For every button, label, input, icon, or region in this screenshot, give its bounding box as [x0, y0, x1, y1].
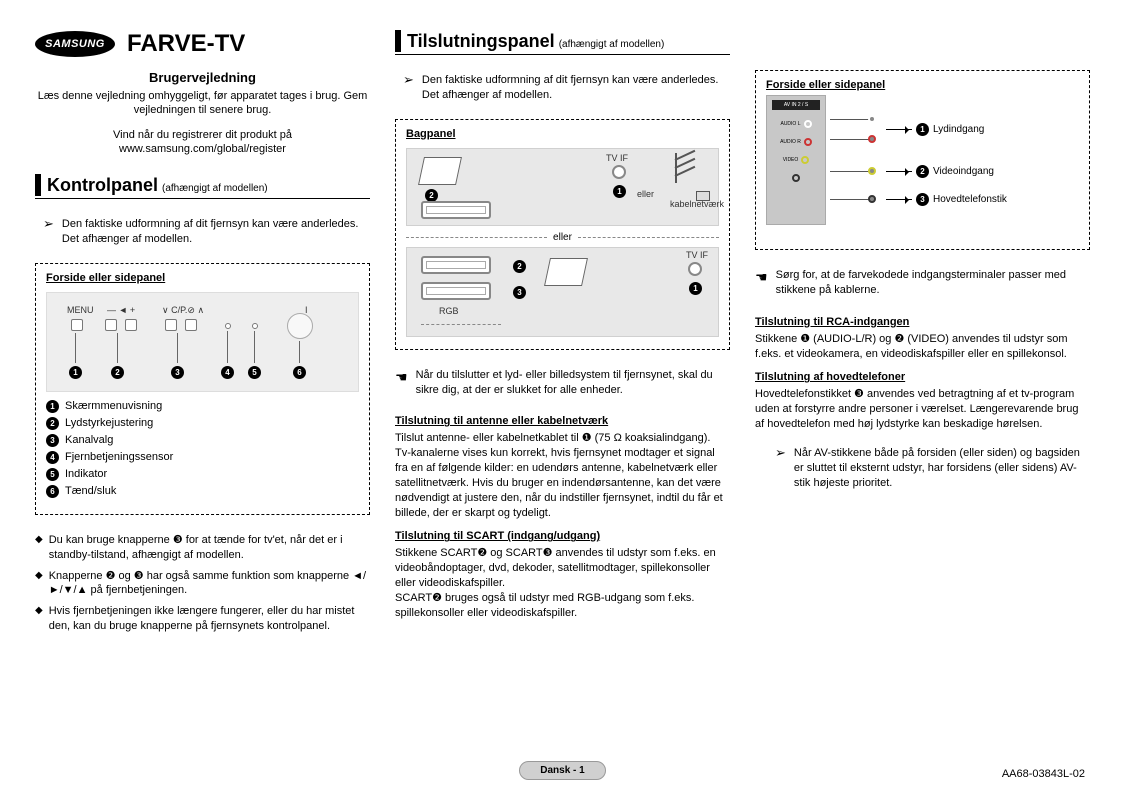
- hand-icon: ☚: [395, 368, 408, 398]
- main-title: FARVE-TV: [127, 30, 245, 58]
- kb-1: Du kan bruge knapperne ❸ for at tænde fo…: [49, 533, 370, 563]
- tilslut-head: Tilslutningspanel (afhængigt af modellen…: [395, 30, 730, 55]
- diamond-icon: ◆: [35, 569, 43, 599]
- tilslut-h2: Tilslutning til SCART (indgang/udgang): [395, 530, 730, 542]
- tilslut-p1b: Tv-kanalerne vises kun korrekt, hvis fje…: [395, 446, 730, 520]
- ctrl-item-2: Lydstyrkejustering: [65, 417, 153, 429]
- part-number: AA68-03843L-02: [1002, 768, 1085, 780]
- eller-label-1: eller: [637, 189, 654, 199]
- intro-2b: www.samsung.com/global/register: [119, 143, 286, 155]
- cp-label-menu: MENU: [67, 305, 94, 315]
- ctrl-item-4: Fjernbetjeningssensor: [65, 451, 173, 463]
- column-right: Forside eller sidepanel AV IN 2 / S AUDI…: [755, 30, 1090, 710]
- back-panel-diagram-1: 2 TV IF 1 eller kabelnetværk: [406, 148, 719, 226]
- right-final-text: Når AV-stikkene både på forsiden (eller …: [794, 446, 1090, 491]
- side-panel-title: Forside eller sidepanel: [766, 79, 1079, 91]
- diamond-icon: ◆: [35, 533, 43, 563]
- ctrl-item-6: Tænd/sluk: [65, 485, 116, 497]
- tilslut-p2b: SCART❷ bruges også til udstyr med RGB-ud…: [395, 591, 730, 621]
- tilslut-sub: (afhængigt af modellen): [559, 39, 665, 52]
- hand-icon: ☚: [755, 268, 768, 298]
- diamond-icon: ◆: [35, 604, 43, 634]
- tvif-label-2: TV IF: [686, 250, 708, 260]
- right-h2: Tilslutning af hovedtelefoner: [755, 371, 1090, 383]
- intro-text-1: Læs denne vejledning omhyggeligt, før ap…: [35, 89, 370, 118]
- tilslut-h1: Tilslutning til antenne eller kabelnetvæ…: [395, 415, 730, 427]
- arrow-icon: ➢: [403, 73, 414, 103]
- side-panel-box: Forside eller sidepanel AV IN 2 / S AUDI…: [755, 70, 1090, 250]
- kb-2: Knapperne ❷ og ❸ har også samme funktion…: [49, 569, 370, 599]
- logo-row: FARVE-TV: [35, 30, 370, 58]
- right-p2: Hovedtelefonstikket ❸ anvendes ved betra…: [755, 387, 1090, 432]
- right-hand-text: Sørg for, at de farvekodede indgangsterm…: [776, 268, 1090, 298]
- tilslut-note: ➢ Den faktiske udformning af dit fjernsy…: [403, 73, 730, 103]
- bagpanel-box: Bagpanel 2 TV IF 1 eller kabelnetværk: [395, 119, 730, 350]
- kontrol-title: Kontrolpanel: [47, 175, 158, 196]
- avin-label: AV IN 2 / S: [772, 100, 820, 110]
- kontrol-note: ➢ Den faktiske udformning af dit fjernsy…: [43, 217, 370, 247]
- intro-2a: Vind når du registrerer dit produkt på: [113, 129, 292, 141]
- kontrol-box-title: Forside eller sidepanel: [46, 272, 359, 284]
- kontrolpanel-head: Kontrolpanel (afhængigt af modellen): [35, 174, 370, 199]
- tilslut-note-text: Den faktiske udformning af dit fjernsyn …: [422, 73, 730, 103]
- video-label: Videoindgang: [933, 166, 994, 177]
- ctrl-item-3: Kanalvalg: [65, 434, 113, 446]
- eller-divider: eller: [406, 232, 719, 243]
- control-panel-diagram: MENU — ◄ + ∨ C/P.⊘ ∧ I 1 2: [46, 292, 359, 392]
- right-final-note: ➢ Når AV-stikkene både på forsiden (elle…: [775, 446, 1090, 491]
- control-list: 1Skærmmenuvisning 2Lydstyrkejustering 3K…: [46, 400, 359, 498]
- kontrol-note-text: Den faktiske udformning af dit fjernsyn …: [62, 217, 370, 247]
- tilslut-title: Tilslutningspanel: [407, 31, 555, 52]
- section-bar-icon: [395, 30, 401, 52]
- language-badge: Dansk - 1: [519, 761, 605, 780]
- headphone-label: Hovedtelefonstik: [933, 194, 1007, 205]
- section-bar-icon: [35, 174, 41, 196]
- kontrol-sub: (afhængigt af modellen): [162, 183, 268, 196]
- tvif-label: TV IF: [606, 153, 628, 163]
- right-h1: Tilslutning til RCA-indgangen: [755, 316, 1090, 328]
- cp-label-ch: ∨ C/P.⊘ ∧: [162, 305, 204, 316]
- column-left: FARVE-TV Brugervejledning Læs denne vejl…: [35, 30, 370, 710]
- side-panel-diagram: AV IN 2 / S AUDIO L AUDIO R VIDEO: [766, 95, 826, 225]
- tilslut-p2a: Stikkene SCART❷ og SCART❸ anvendes til u…: [395, 546, 730, 591]
- tilslut-p1a: Tilslut antenne- eller kabelnetkablet ti…: [395, 431, 730, 446]
- footer: Dansk - 1: [0, 761, 1125, 780]
- intro-text-2: Vind når du registrerer dit produkt på w…: [35, 128, 370, 157]
- cp-label-vol: — ◄ +: [107, 305, 135, 315]
- arrow-icon: ➢: [775, 446, 786, 491]
- ctrl-item-5: Indikator: [65, 468, 107, 480]
- arrow-icon: ➢: [43, 217, 54, 247]
- right-hand-note: ☚ Sørg for, at de farvekodede indgangste…: [755, 268, 1090, 298]
- column-mid: Tilslutningspanel (afhængigt af modellen…: [395, 30, 730, 710]
- right-p1: Stikkene ❶ (AUDIO-L/R) og ❷ (VIDEO) anve…: [755, 332, 1090, 362]
- kontrol-box: Forside eller sidepanel MENU — ◄ + ∨ C/P…: [35, 263, 370, 515]
- tilslut-hand-note: ☚ Når du tilslutter et lyd- eller billed…: [395, 368, 730, 398]
- samsung-logo-icon: [35, 31, 115, 57]
- lyd-label: Lydindgang: [933, 124, 984, 135]
- back-panel-diagram-2: 2 3 RGB 1 TV IF: [406, 247, 719, 337]
- kb-3: Hvis fjernbetjeningen ikke længere funge…: [49, 604, 370, 634]
- bagpanel-title: Bagpanel: [406, 128, 719, 140]
- ctrl-item-1: Skærmmenuvisning: [65, 400, 162, 412]
- kontrol-bullets: ◆Du kan bruge knapperne ❸ for at tænde f…: [35, 533, 370, 640]
- subtitle: Brugervejledning: [35, 70, 370, 85]
- rgb-label: RGB: [439, 306, 459, 316]
- eller-label-2: eller: [553, 232, 572, 243]
- tilslut-hand-text: Når du tilslutter et lyd- eller billedsy…: [416, 368, 730, 398]
